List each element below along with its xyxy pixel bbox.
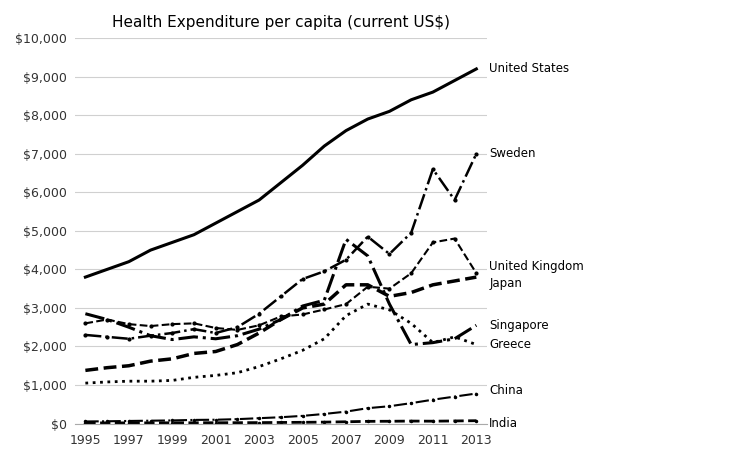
Text: Japan: Japan: [489, 277, 522, 290]
Text: India: India: [489, 417, 518, 430]
Title: Health Expenditure per capita (current US$): Health Expenditure per capita (current U…: [112, 15, 450, 30]
Text: Sweden: Sweden: [489, 147, 536, 160]
Text: Greece: Greece: [489, 338, 531, 351]
Text: China: China: [489, 384, 524, 397]
Text: Singapore: Singapore: [489, 319, 549, 332]
Text: United States: United States: [489, 62, 569, 75]
Text: United Kingdom: United Kingdom: [489, 260, 584, 273]
